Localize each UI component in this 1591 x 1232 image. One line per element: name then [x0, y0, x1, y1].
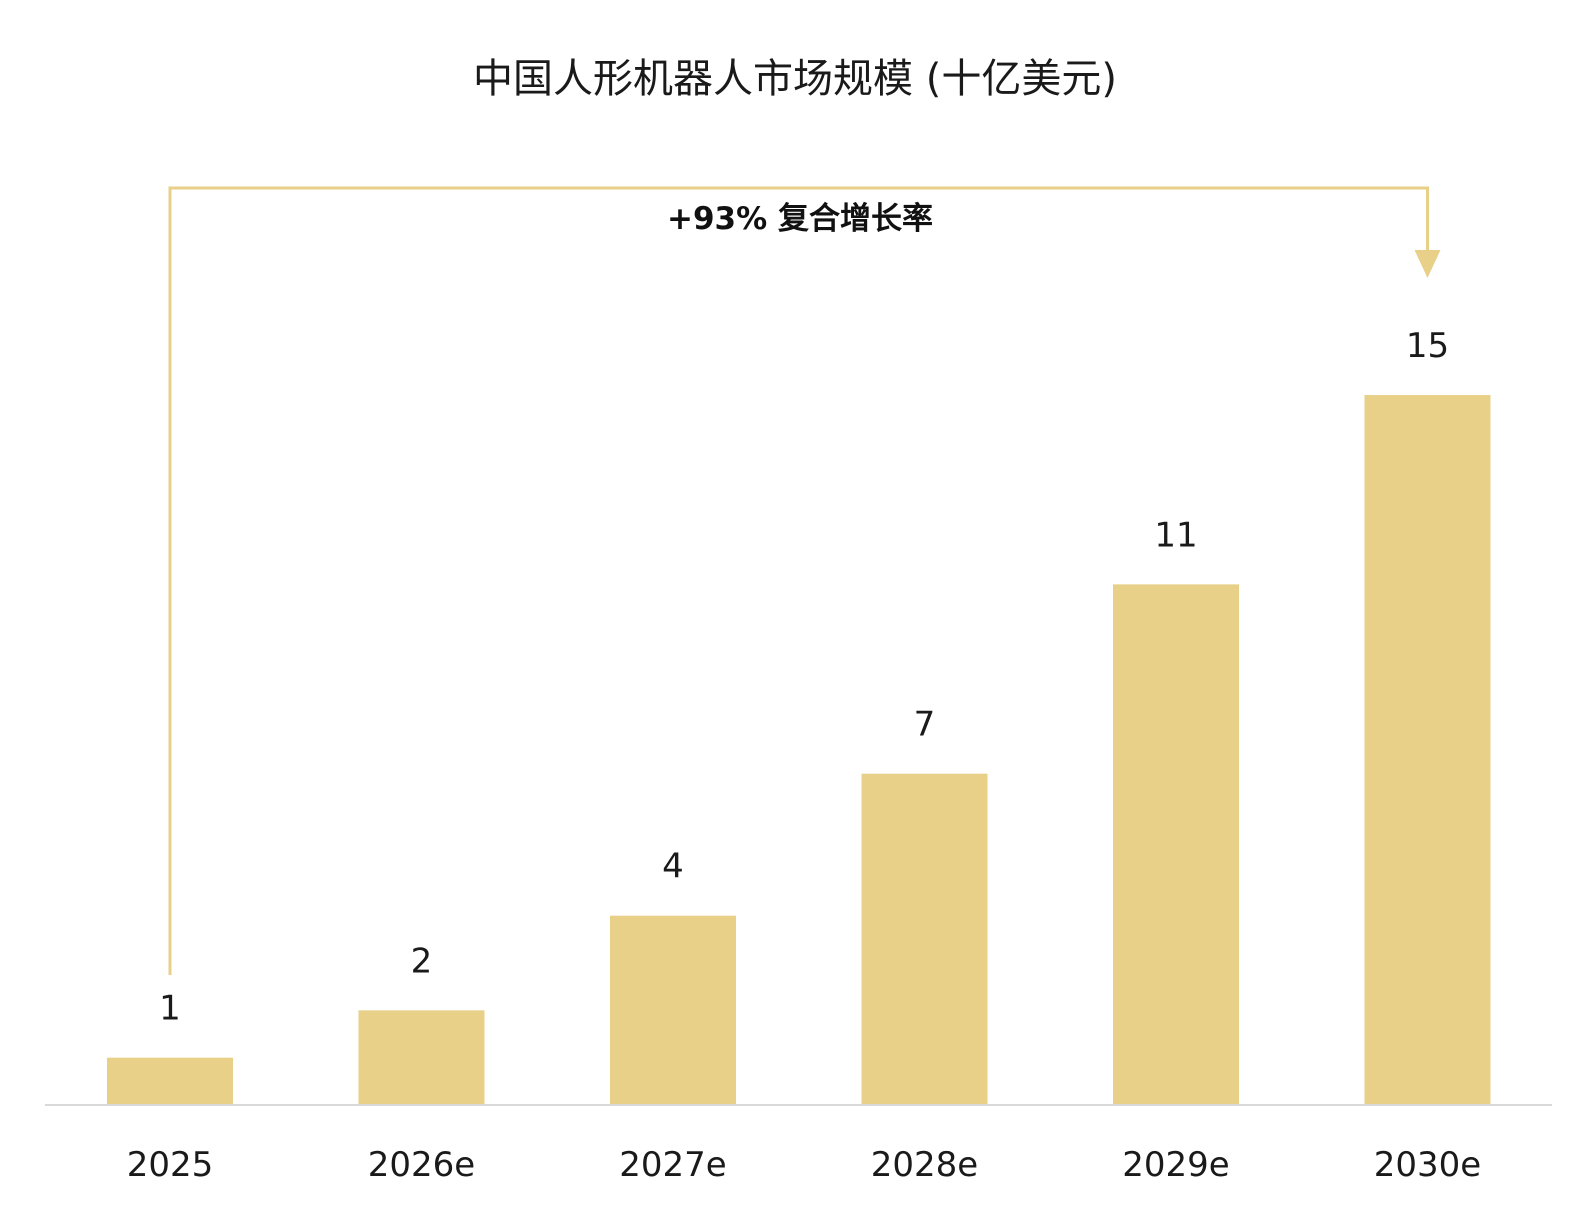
bar-2025	[107, 1057, 233, 1105]
bars	[107, 395, 1491, 1105]
value-labels: 1 2 4 7 11 15	[159, 326, 1449, 1029]
value-label-2028e: 7	[914, 705, 936, 745]
x-tick-2027e: 2027e	[619, 1145, 726, 1185]
cagr-bracket	[168, 186, 1441, 975]
x-tick-2029e: 2029e	[1122, 1145, 1229, 1185]
x-tick-2030e: 2030e	[1374, 1145, 1481, 1185]
bar-2027e	[610, 915, 736, 1105]
cagr-arrowhead-icon	[1414, 250, 1441, 278]
value-label-2025: 1	[159, 989, 181, 1029]
value-label-2030e: 15	[1406, 326, 1449, 366]
bar-2029e	[1113, 584, 1239, 1105]
x-tick-2025: 2025	[127, 1145, 214, 1185]
bar-2030e	[1364, 395, 1491, 1105]
value-label-2027e: 4	[662, 847, 684, 887]
bar-2026e	[358, 1010, 485, 1105]
chart-title: 中国人形机器人市场规模 (十亿美元)	[473, 56, 1117, 102]
x-tick-2028e: 2028e	[871, 1145, 978, 1185]
cagr-annotation: +93% 复合增长率	[667, 201, 933, 237]
value-label-2029e: 11	[1154, 515, 1197, 555]
x-tick-2026e: 2026e	[368, 1145, 475, 1185]
bar-2028e	[861, 773, 988, 1105]
value-label-2026e: 2	[411, 941, 433, 981]
cagr-bracket-line	[168, 186, 1429, 975]
x-tick-labels: 2025 2026e 2027e 2028e 2029e 2030e	[127, 1145, 1481, 1185]
